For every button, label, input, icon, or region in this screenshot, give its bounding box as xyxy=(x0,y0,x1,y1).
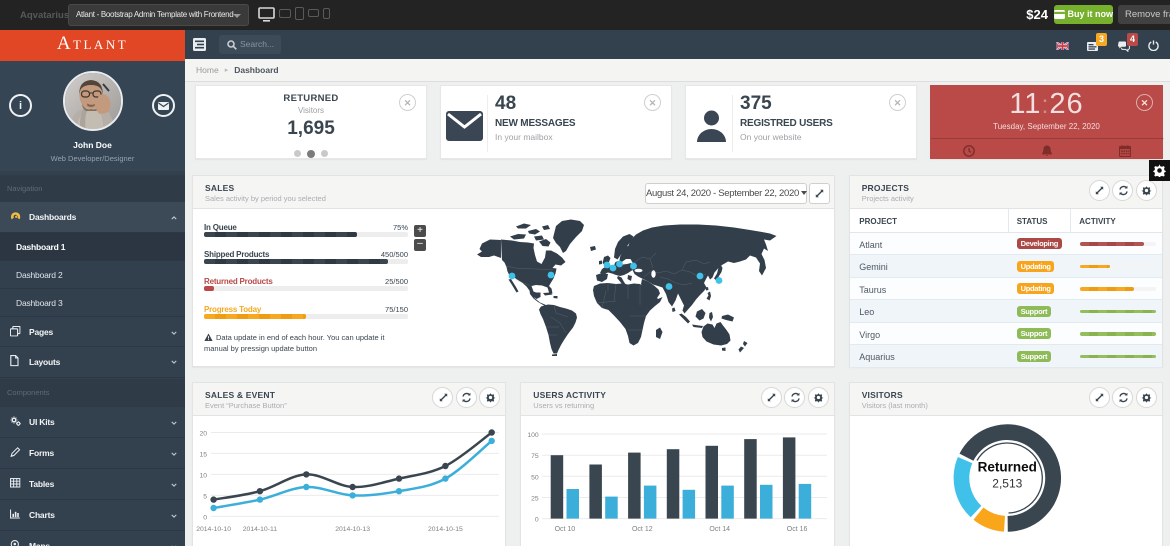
svg-text:75: 75 xyxy=(531,453,539,460)
svg-text:0: 0 xyxy=(203,514,207,521)
svg-text:25: 25 xyxy=(531,496,539,503)
svg-text:2014-10-15: 2014-10-15 xyxy=(428,526,463,533)
svg-text:5: 5 xyxy=(203,493,207,500)
svg-text:2014-10-11: 2014-10-11 xyxy=(243,526,277,533)
svg-text:Oct 14: Oct 14 xyxy=(710,526,731,533)
svg-text:0: 0 xyxy=(535,517,539,524)
svg-text:20: 20 xyxy=(199,431,207,438)
svg-text:Oct 10: Oct 10 xyxy=(555,526,576,533)
svg-text:2014-10-10: 2014-10-10 xyxy=(196,526,231,533)
svg-text:100: 100 xyxy=(528,432,540,439)
svg-text:2,513: 2,513 xyxy=(992,477,1022,491)
svg-text:Returned: Returned xyxy=(977,460,1036,475)
svg-text:10: 10 xyxy=(199,472,207,479)
svg-text:Oct 16: Oct 16 xyxy=(787,526,808,533)
svg-text:15: 15 xyxy=(199,451,207,458)
svg-text:50: 50 xyxy=(531,474,539,481)
svg-text:Oct 12: Oct 12 xyxy=(632,526,653,533)
svg-text:2014-10-13: 2014-10-13 xyxy=(335,526,370,533)
